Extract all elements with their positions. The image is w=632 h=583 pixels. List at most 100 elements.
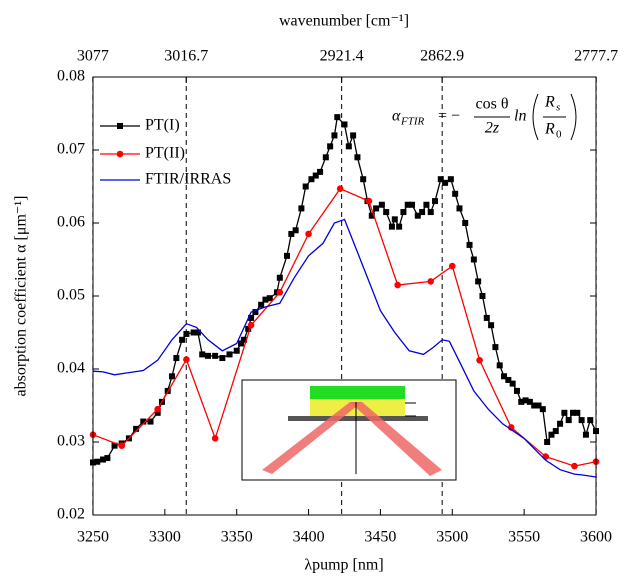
marker	[266, 295, 273, 302]
marker	[582, 431, 589, 438]
marker	[350, 132, 357, 139]
formula-part: s	[556, 102, 560, 114]
marker	[94, 458, 101, 465]
marker	[539, 406, 546, 413]
marker	[173, 355, 180, 362]
marker	[462, 220, 469, 226]
marker	[447, 176, 454, 183]
beam	[350, 402, 442, 476]
x-tick-label: 3400	[293, 529, 325, 546]
x2-tick-label: 2777.7	[574, 48, 618, 65]
marker	[432, 198, 439, 205]
marker	[419, 209, 426, 216]
marker	[570, 409, 577, 416]
formula-part: R	[544, 94, 555, 111]
series-line	[92, 218, 597, 478]
marker	[140, 418, 147, 425]
marker	[404, 201, 411, 208]
marker	[292, 227, 299, 234]
marker	[308, 176, 315, 183]
marker	[409, 201, 416, 208]
marker	[190, 329, 197, 336]
formula: α FTIR = − cos θ 2z ln R s R 0	[392, 93, 577, 141]
marker	[456, 205, 463, 212]
marker	[561, 409, 568, 416]
marker	[437, 176, 444, 183]
marker	[226, 351, 233, 358]
marker	[169, 373, 176, 380]
marker	[470, 256, 477, 263]
marker	[100, 456, 107, 463]
marker	[427, 209, 434, 216]
paren	[532, 93, 539, 141]
marker	[479, 293, 486, 299]
marker	[288, 230, 295, 237]
marker	[526, 398, 533, 405]
marker	[312, 172, 319, 179]
marker	[396, 223, 403, 230]
marker	[442, 179, 449, 186]
marker	[305, 230, 312, 238]
marker	[252, 309, 259, 316]
marker	[394, 281, 401, 289]
inset	[241, 379, 457, 481]
x2-tick-label: 2921.4	[320, 48, 364, 65]
marker	[383, 209, 390, 216]
formula-part: R	[544, 121, 555, 138]
marker	[199, 351, 206, 358]
marker	[219, 355, 226, 362]
marker	[571, 462, 578, 470]
formula-part: ln	[514, 108, 526, 125]
marker	[133, 425, 140, 432]
marker	[211, 435, 219, 442]
marker	[179, 336, 186, 343]
x-tick-label: 3350	[221, 529, 253, 546]
y-tick-label: 0.05	[57, 287, 85, 304]
marker	[548, 431, 555, 438]
marker	[322, 154, 329, 161]
marker	[111, 442, 118, 449]
marker	[194, 329, 201, 336]
marker	[531, 402, 538, 409]
x-tick-label: 3600	[580, 529, 612, 546]
legend-label: FTIR/IRRAS	[145, 171, 231, 188]
marker	[258, 301, 265, 308]
marker	[331, 132, 338, 139]
y-tick-label: 0.08	[57, 68, 85, 85]
marker	[513, 387, 520, 394]
marker	[522, 397, 529, 404]
marker	[448, 262, 456, 270]
marker	[466, 241, 473, 248]
marker	[118, 442, 126, 449]
marker	[557, 420, 564, 427]
plot-frame	[92, 76, 597, 516]
formula-part: cos θ	[476, 96, 509, 113]
marker	[535, 402, 542, 409]
y-tick-label: 0.07	[57, 141, 85, 158]
y-tick-label: 0.06	[57, 214, 85, 231]
marker	[501, 373, 508, 380]
x-tick-label: 3300	[149, 529, 181, 546]
marker	[578, 417, 585, 424]
marker	[574, 409, 581, 416]
marker	[233, 347, 240, 354]
x2-tick-label: 3077	[77, 48, 109, 65]
marker	[240, 336, 247, 343]
marker	[336, 185, 344, 192]
marker	[245, 325, 252, 332]
x-axis-label: λpump [nm]	[304, 557, 383, 574]
marker	[488, 322, 495, 329]
y-tick-label: 0.03	[57, 433, 85, 450]
marker	[505, 376, 512, 383]
marker	[298, 205, 305, 212]
x2-tick-label: 2862.9	[420, 48, 464, 65]
marker	[475, 278, 482, 285]
marker	[509, 380, 516, 387]
formula-part: 0	[556, 129, 562, 141]
marker	[587, 417, 594, 424]
series-line	[92, 187, 597, 467]
legend-label: PT(II)	[145, 145, 185, 162]
marker	[518, 398, 525, 405]
marker	[360, 176, 367, 183]
